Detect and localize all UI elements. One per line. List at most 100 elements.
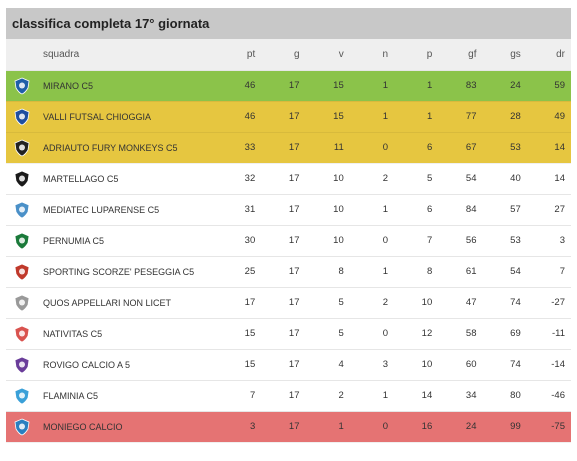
col-n[interactable]: n	[349, 39, 394, 71]
stat-v: 15	[305, 70, 350, 102]
stat-p: 12	[394, 318, 439, 350]
standings-table: squadra pt g v n p gf gs dr MIRANO C5 46 1…	[6, 39, 571, 443]
stat-v: 15	[305, 101, 350, 133]
stat-gf: 84	[438, 194, 483, 226]
stat-g: 17	[261, 163, 306, 195]
col-dr[interactable]: dr	[526, 39, 571, 71]
stat-dr: -11	[526, 318, 571, 350]
stat-gs: 28	[482, 101, 527, 133]
team-name[interactable]: PERNUMIA C5	[37, 225, 217, 257]
team-name[interactable]: NATIVITAS C5	[37, 318, 217, 350]
stat-dr: -14	[526, 349, 571, 381]
col-v[interactable]: v	[305, 39, 350, 71]
team-name[interactable]: VALLI FUTSAL CHIOGGIA	[37, 101, 217, 133]
team-name[interactable]: SPORTING SCORZE' PESEGGIA C5	[37, 256, 217, 288]
table-row[interactable]: MIRANO C5 46 17 15 1 1 83 24 59	[6, 70, 571, 102]
stat-n: 2	[349, 163, 394, 195]
stat-gs: 53	[482, 225, 527, 257]
table-row[interactable]: ADRIAUTO FURY MONKEYS C5 33 17 11 0 6 67 53 14	[6, 132, 571, 164]
stat-dr: 27	[526, 194, 571, 226]
stat-gf: 24	[438, 411, 483, 443]
stat-n: 1	[349, 101, 394, 133]
stat-dr: 14	[526, 132, 571, 164]
table-row[interactable]: MARTELLAGO C5 32 17 10 2 5 54 40 14	[6, 163, 571, 195]
stat-v: 1	[305, 411, 350, 443]
martellago-logo-icon	[13, 170, 31, 188]
stat-p: 8	[394, 256, 439, 288]
stat-pt: 15	[217, 318, 262, 350]
team-name[interactable]: MEDIATEC LUPARENSE C5	[37, 194, 217, 226]
team-logo-cell	[6, 287, 37, 319]
stat-gs: 57	[482, 194, 527, 226]
stat-v: 10	[305, 163, 350, 195]
team-logo-cell	[6, 225, 37, 257]
stat-dr: 14	[526, 163, 571, 195]
stat-p: 7	[394, 225, 439, 257]
table-header-row: squadra pt g v n p gf gs dr	[6, 39, 571, 71]
stat-pt: 31	[217, 194, 262, 226]
stat-dr: -46	[526, 380, 571, 412]
team-logo-cell	[6, 194, 37, 226]
team-name[interactable]: ROVIGO CALCIO A 5	[37, 349, 217, 381]
col-gf[interactable]: gf	[438, 39, 483, 71]
stat-n: 0	[349, 318, 394, 350]
team-name[interactable]: QUOS APPELLARI NON LICET	[37, 287, 217, 319]
stat-g: 17	[261, 70, 306, 102]
stat-gf: 61	[438, 256, 483, 288]
stat-p: 10	[394, 349, 439, 381]
stat-p: 14	[394, 380, 439, 412]
standings-header: classifica completa 17° giornata	[6, 8, 571, 39]
stat-dr: -27	[526, 287, 571, 319]
table-row[interactable]: VALLI FUTSAL CHIOGGIA 46 17 15 1 1 77 28 49	[6, 101, 571, 133]
sporting-scorze-logo-icon	[13, 263, 31, 281]
moniego-logo-icon	[13, 418, 31, 436]
stat-gf: 56	[438, 225, 483, 257]
table-row[interactable]: SPORTING SCORZE' PESEGGIA C5 25 17 8 1 8 61 54 7	[6, 256, 571, 288]
stat-g: 17	[261, 194, 306, 226]
stat-dr: 3	[526, 225, 571, 257]
team-name[interactable]: FLAMINIA C5	[37, 380, 217, 412]
stat-n: 1	[349, 256, 394, 288]
col-g[interactable]: g	[261, 39, 306, 71]
stat-gs: 54	[482, 256, 527, 288]
stat-v: 10	[305, 194, 350, 226]
col-p[interactable]: p	[394, 39, 439, 71]
stat-pt: 46	[217, 101, 262, 133]
stat-v: 8	[305, 256, 350, 288]
team-name[interactable]: MIRANO C5	[37, 70, 217, 102]
team-logo-cell	[6, 256, 37, 288]
team-name[interactable]: ADRIAUTO FURY MONKEYS C5	[37, 132, 217, 164]
col-pt[interactable]: pt	[217, 39, 262, 71]
table-row[interactable]: QUOS APPELLARI NON LICET 17 17 5 2 10 47 74 -27	[6, 287, 571, 319]
team-name[interactable]: MONIEGO CALCIO	[37, 411, 217, 443]
luparense-logo-icon	[13, 201, 31, 219]
table-row[interactable]: PERNUMIA C5 30 17 10 0 7 56 53 3	[6, 225, 571, 257]
stat-pt: 46	[217, 70, 262, 102]
team-logo-cell	[6, 163, 37, 195]
stat-g: 17	[261, 318, 306, 350]
table-row[interactable]: FLAMINIA C5 7 17 2 1 14 34 80 -46	[6, 380, 571, 412]
table-row[interactable]: MONIEGO CALCIO 3 17 1 0 16 24 99 -75	[6, 411, 571, 443]
stat-gs: 69	[482, 318, 527, 350]
team-logo-cell	[6, 349, 37, 381]
stat-p: 5	[394, 163, 439, 195]
stat-pt: 3	[217, 411, 262, 443]
table-row[interactable]: MEDIATEC LUPARENSE C5 31 17 10 1 6 84 57 27	[6, 194, 571, 226]
flaminia-logo-icon	[13, 387, 31, 405]
stat-gf: 77	[438, 101, 483, 133]
team-name[interactable]: MARTELLAGO C5	[37, 163, 217, 195]
team-logo-cell	[6, 380, 37, 412]
stat-n: 0	[349, 132, 394, 164]
col-gs[interactable]: gs	[482, 39, 527, 71]
stat-gs: 74	[482, 287, 527, 319]
stat-gs: 74	[482, 349, 527, 381]
col-squadra[interactable]: squadra	[37, 39, 217, 71]
table-row[interactable]: NATIVITAS C5 15 17 5 0 12 58 69 -11	[6, 318, 571, 350]
rovigo-logo-icon	[13, 356, 31, 374]
stat-gs: 53	[482, 132, 527, 164]
stat-p: 16	[394, 411, 439, 443]
table-row[interactable]: ROVIGO CALCIO A 5 15 17 4 3 10 60 74 -14	[6, 349, 571, 381]
pernumia-logo-icon	[13, 232, 31, 250]
stat-dr: 7	[526, 256, 571, 288]
nativitas-logo-icon	[13, 325, 31, 343]
